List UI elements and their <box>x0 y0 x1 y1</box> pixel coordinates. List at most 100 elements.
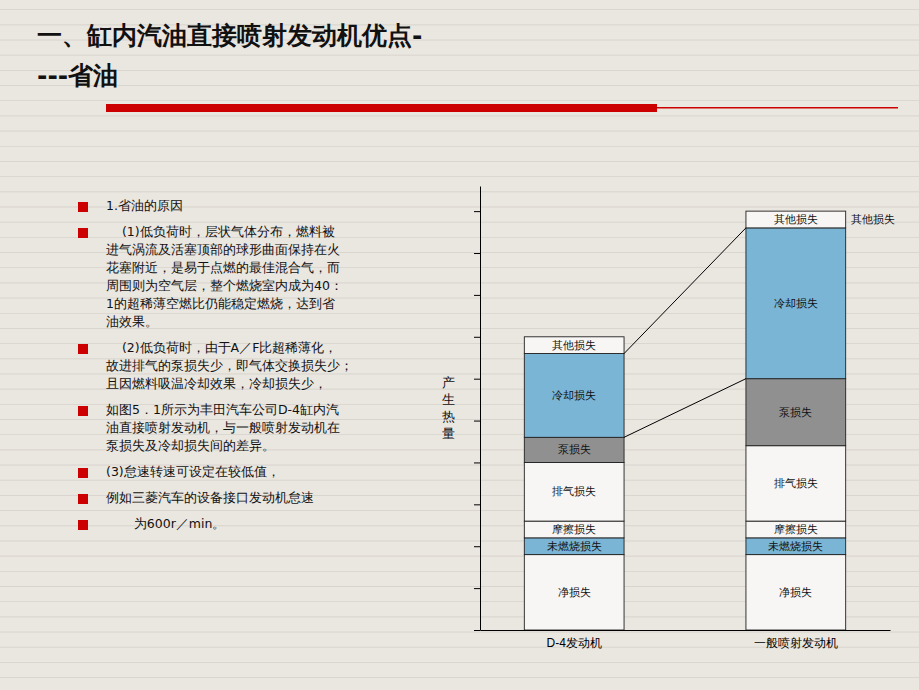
bullet-marker <box>78 520 88 530</box>
segment-label: 净损失 <box>558 586 591 599</box>
decoration-line <box>657 107 898 109</box>
y-tick-mark <box>474 337 480 338</box>
annotation-line: (3)怠速转速可设定在较低值， <box>106 464 280 479</box>
y-tick <box>474 462 480 463</box>
annotation-line: 进气涡流及活塞顶部的球形曲面保持在火 <box>106 242 340 257</box>
ruled-line <box>0 55 919 56</box>
y-axis <box>474 187 481 631</box>
annotation-line: 例如三菱汽车的设备接口发动机怠速 <box>106 490 314 505</box>
connector-line <box>624 379 746 438</box>
y-axis-line <box>480 187 481 631</box>
bullet-marker <box>78 494 88 504</box>
y-tick <box>474 337 480 338</box>
y-tick-mark <box>474 546 480 547</box>
annotation-line: (1)低负荷时，层状气体分布，燃料被 <box>106 224 335 239</box>
x-axis: D-4发动机 一般喷射发动机 <box>481 630 891 650</box>
annotation: (2)低负荷时，由于A／F比超稀薄化，故进排气的泵损失少，即气体交换损失少；且因… <box>106 340 353 391</box>
ruled-line <box>0 176 919 177</box>
segment-label: 泵损失 <box>558 443 591 456</box>
segment-label: 摩擦损失 <box>552 523 596 536</box>
annotation-line: 1的超稀薄空燃比仍能稳定燃烧，达到省 <box>106 296 335 311</box>
segment-label: 未燃烧损失 <box>547 540 602 553</box>
connector-line <box>624 228 746 354</box>
segment-labels: 净损失净损失未燃烧损失未燃烧损失摩擦损失摩擦损失排气损失排气损失泵损失泵损失冷却… <box>547 213 824 599</box>
annotation-line: 周围则为空气层，整个燃烧室内成为40： <box>106 278 343 293</box>
bullet-marker <box>78 228 88 238</box>
bar-segment <box>524 555 624 630</box>
ruled-line <box>0 100 919 101</box>
bar-segment <box>746 211 846 228</box>
y-axis-title-line: 产 <box>442 375 455 390</box>
y-tick <box>474 421 480 422</box>
x-tick: 一般喷射发动机 <box>754 630 838 650</box>
bar-segment <box>524 538 624 555</box>
bullet-marker <box>78 202 88 212</box>
bar-segment <box>746 228 846 379</box>
ruled-line <box>0 662 919 663</box>
bar-segment <box>524 337 624 354</box>
annotation: 例如三菱汽车的设备接口发动机怠速 <box>106 490 314 505</box>
segment-label: 其他损失 <box>552 339 596 352</box>
ruled-line <box>0 85 919 86</box>
page: 一、缸内汽油直接喷射发动机优点- ---省油 1.省油的原因 (1)低负荷时，层状气… <box>0 0 919 690</box>
ruled-line <box>0 115 919 116</box>
bar-segment <box>746 446 846 521</box>
ruled-line <box>0 146 919 147</box>
annotation-line: 如图5．1所示为丰田汽车公司D-4缸内汽 <box>106 402 339 417</box>
bar-segment <box>524 462 624 521</box>
y-tick-mark <box>474 211 480 212</box>
segment-label: 泵损失 <box>779 406 812 419</box>
decoration-bar <box>106 104 657 112</box>
bullet-marker <box>78 344 88 354</box>
x-axis-line <box>481 630 891 631</box>
bar-segment <box>746 521 846 538</box>
y-tick-mark <box>474 588 480 589</box>
y-tick-mark <box>474 253 480 254</box>
y-tick-mark <box>474 379 480 380</box>
y-tick <box>474 630 480 631</box>
annotation-line: 为600r／min。 <box>106 516 225 531</box>
annotation: 其他损失 <box>851 213 895 226</box>
bullet-marker <box>78 406 88 416</box>
annotation: (1)低负荷时，层状气体分布，燃料被进气涡流及活塞顶部的球形曲面保持在火花塞附近… <box>106 224 343 329</box>
y-axis-title: 产生热量 <box>442 375 455 441</box>
bar-segment <box>746 538 846 555</box>
x-tick-label: 一般喷射发动机 <box>754 636 838 650</box>
y-tick <box>474 211 480 212</box>
x-tick-label: D-4发动机 <box>547 636 602 650</box>
segment-label: 未燃烧损失 <box>768 540 823 553</box>
annotation-line: 且因燃料吸温冷却效果，冷却损失少， <box>106 376 327 391</box>
annotation-line: 1.省油的原因 <box>106 198 183 213</box>
bullet-marker <box>78 468 88 478</box>
y-tick <box>474 546 480 547</box>
annotation: (3)怠速转速可设定在较低值， <box>106 464 280 479</box>
y-tick-mark <box>474 630 480 631</box>
annotation: 如图5．1所示为丰田汽车公司D-4缸内汽油直接喷射发动机，与一般喷射发动机在泵损… <box>106 402 340 453</box>
title: 一、缸内汽油直接喷射发动机优点- ---省油 <box>37 21 422 90</box>
y-tick-mark <box>474 295 480 296</box>
ruled-line <box>0 70 919 71</box>
bar-segment <box>524 437 624 462</box>
ruled-line <box>0 131 919 132</box>
ruled-line <box>0 9 919 10</box>
title-line: ---省油 <box>37 61 118 90</box>
annotation-line: 泵损失及冷却损失间的差异。 <box>106 438 275 453</box>
ruled-line <box>0 191 919 192</box>
ruled-line <box>0 632 919 633</box>
segment-label: 其他损失 <box>774 213 818 226</box>
y-tick <box>474 588 480 589</box>
annotation-line: 故进排气的泵损失少，即气体交换损失少； <box>106 358 353 373</box>
annotation-line: 花塞附近，是易于点燃的最佳混合气，而 <box>106 260 340 275</box>
x-tick: D-4发动机 <box>547 630 602 650</box>
annotation: 为600r／min。 <box>106 516 225 531</box>
ruled-lines <box>0 10 919 678</box>
segment-label: 冷却损失 <box>552 389 596 402</box>
segment-label: 排气损失 <box>552 485 596 498</box>
ruled-line <box>0 677 919 678</box>
segment-label: 摩擦损失 <box>774 523 818 536</box>
segment-label: 冷却损失 <box>774 297 818 310</box>
y-tick <box>474 379 480 380</box>
title-line: 一、缸内汽油直接喷射发动机优点- <box>37 21 422 50</box>
ruled-line <box>0 161 919 162</box>
plot-area <box>524 211 845 630</box>
